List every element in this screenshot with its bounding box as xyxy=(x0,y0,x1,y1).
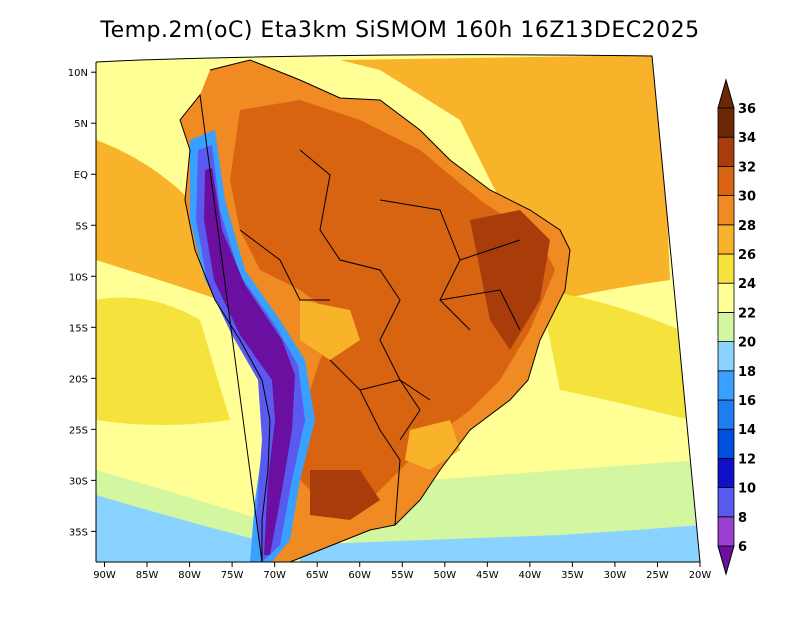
colorbar-swatch xyxy=(717,282,735,313)
lon-tick-label: 75W xyxy=(221,570,244,581)
land-warm-south-brazil xyxy=(405,420,460,470)
colorbar-swatch xyxy=(717,165,735,196)
colorbar-swatch xyxy=(717,516,735,547)
colorbar-label: 22 xyxy=(738,306,756,321)
lat-tick-label: 15S xyxy=(69,323,88,334)
ocean-band-pacific-tropical xyxy=(96,140,220,300)
map-title: Temp.2m(oC) Eta3km SiSMOM 160h 16Z13DEC2… xyxy=(100,18,700,43)
colorbar-swatch xyxy=(717,457,735,488)
lat-tick-label: 5N xyxy=(74,119,88,130)
lon-tick-label: 50W xyxy=(433,570,456,581)
colorbar-label: 26 xyxy=(738,248,756,263)
border-states-2 xyxy=(439,289,521,331)
temperature-field xyxy=(96,54,700,563)
land-very-hot-chaco xyxy=(310,470,380,520)
coastlines-and-borders xyxy=(179,59,571,563)
ocean-band-pacific-warm xyxy=(96,297,230,425)
ocean-band-coast-cold xyxy=(96,495,262,562)
border-argentina xyxy=(329,359,401,526)
border-brazil-west xyxy=(299,149,431,401)
colorbar-swatch xyxy=(717,253,735,284)
lon-tick-label: 55W xyxy=(391,570,414,581)
colorbar-swatch xyxy=(717,195,735,226)
colorbar-label: 32 xyxy=(738,160,756,175)
border-paraguay xyxy=(359,379,421,441)
colorbar-label: 10 xyxy=(738,482,756,497)
colorbar-label: 8 xyxy=(738,511,747,526)
lon-tick-label: 60W xyxy=(348,570,371,581)
ocean-band-tropical-atlantic xyxy=(340,55,670,300)
lat-tick-label: 10S xyxy=(69,272,88,283)
map-axes: 90W 85W 80W 75W 70W 65W 60W 55W 50W 45W 40W 35W 30W 2… xyxy=(68,54,712,581)
coastline xyxy=(179,59,571,563)
border-states-3 xyxy=(459,239,521,261)
lon-tick-label: 80W xyxy=(178,570,201,581)
lon-tick-label: 20W xyxy=(689,570,712,581)
lat-tick-label: 20S xyxy=(69,374,88,385)
andes-colder xyxy=(204,168,295,555)
domain-outline xyxy=(95,54,701,563)
colorbar-swatch xyxy=(717,311,735,342)
colorbar-label: 28 xyxy=(738,219,756,234)
lat-tick-label: 30S xyxy=(69,476,88,487)
lat-tick-label: 25S xyxy=(69,425,88,436)
ocean-band-warm-atlantic xyxy=(540,290,690,420)
lon-tick-label: 65W xyxy=(306,570,329,581)
colorbar-arrow-low xyxy=(717,545,735,576)
lon-tick-label: 25W xyxy=(646,570,669,581)
colorbar-label: 34 xyxy=(738,131,756,146)
border-peru-bolivia xyxy=(239,229,330,301)
colorbar-swatch xyxy=(717,136,735,167)
lon-tick-label: 90W xyxy=(93,570,116,581)
colorbar-label: 6 xyxy=(738,540,747,555)
colorbar-label: 12 xyxy=(738,452,756,467)
lat-tick-label: EQ xyxy=(74,170,88,181)
lat-tick-label: 5S xyxy=(75,221,88,232)
colorbar-label: 30 xyxy=(738,190,756,205)
ocean-band-coast-cold-east xyxy=(300,525,700,562)
colorbar-label: 18 xyxy=(738,365,756,380)
lon-tick-label: 40W xyxy=(519,570,542,581)
lon-tick-label: 45W xyxy=(476,570,499,581)
colorbar-swatch xyxy=(717,107,735,138)
lat-tick-label: 10N xyxy=(68,68,88,79)
colorbar-swatch xyxy=(717,370,735,401)
lon-tick-label: 35W xyxy=(561,570,584,581)
colorbar-label: 24 xyxy=(738,277,756,292)
colorbar-swatch xyxy=(717,487,735,518)
colorbar-swatch xyxy=(717,224,735,255)
colorbar-label: 36 xyxy=(738,102,756,117)
colorbar-swatch xyxy=(717,428,735,459)
colorbar-label: 14 xyxy=(738,423,756,438)
colorbar-label: 16 xyxy=(738,394,756,409)
lon-tick-label: 30W xyxy=(604,570,627,581)
colorbar-swatch xyxy=(717,399,735,430)
lon-tick-label: 70W xyxy=(263,570,286,581)
colorbar-swatch xyxy=(717,341,735,372)
colorbar-label: 20 xyxy=(738,336,756,351)
land-warm-bolivia xyxy=(300,300,360,360)
lon-tick-label: 85W xyxy=(136,570,159,581)
land-very-hot-northeast xyxy=(470,210,550,350)
colorbar: 6 8 10 12 14 16 18 20 22 24 26 28 30 32 34 36 xyxy=(717,78,756,576)
colorbar-arrow-high xyxy=(717,78,735,109)
lat-tick-label: 35S xyxy=(69,527,88,538)
